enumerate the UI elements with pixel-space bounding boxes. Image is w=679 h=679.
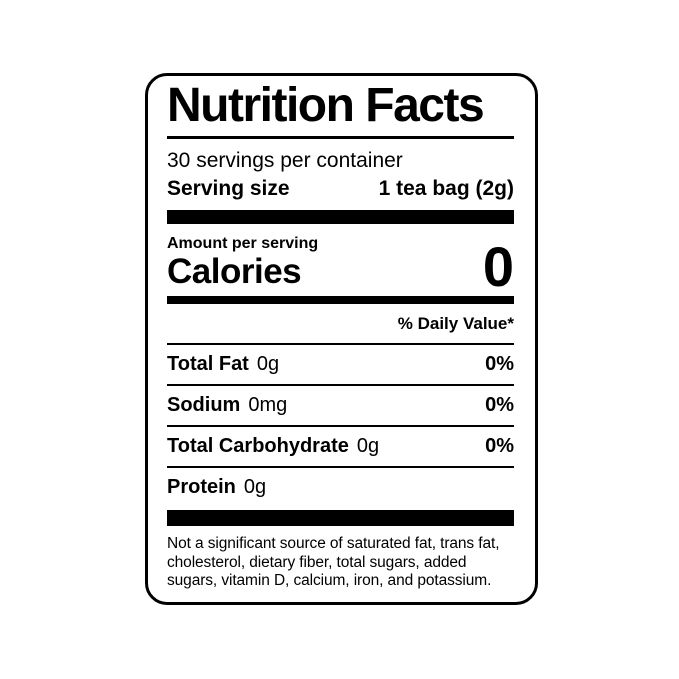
serving-size-label: Serving size [167,176,290,200]
daily-value-header: % Daily Value* [397,314,514,334]
calories-value: 0 [482,235,514,299]
title-divider [167,135,514,139]
nutrient-name-amount: Sodium 0mg [167,394,287,416]
nutrient-daily-value: 0% [485,353,514,376]
nutrient-name: Total Carbohydrate [167,435,349,458]
nutrient-name-amount: Total Fat 0g [167,353,279,375]
nutrient-amount: 0g [256,353,280,376]
nutrient-daily-value: 0% [485,394,514,417]
nutrient-amount: 0g [356,435,380,458]
nutrition-facts-title: Nutrition Facts [167,79,485,132]
servings-per-container: 30 servings per container [167,148,403,172]
nutrient-name-amount: Protein 0g [167,476,266,498]
nutrient-name: Total Fat [167,353,249,376]
nutrient-table: Total Fat 0g 0% Sodium 0mg 0% Total Carb… [167,343,514,507]
amount-per-serving-label: Amount per serving [167,234,319,252]
serving-size-row: Serving size 1 tea bag (2g) [167,177,514,201]
serving-size-value: 1 tea bag (2g) [378,176,514,200]
thick-divider-bottom [167,510,514,527]
nutrient-name-amount: Total Carbohydrate 0g [167,435,379,457]
nutrient-amount: 0g [243,476,267,499]
nutrient-row-sodium: Sodium 0mg 0% [167,384,514,425]
calories-label: Calories [167,252,302,292]
thick-divider-top [167,209,514,224]
nutrient-name: Protein [167,476,236,499]
footnote-text: Not a significant source of saturated fa… [167,535,500,589]
nutrient-row-total-fat: Total Fat 0g 0% [167,343,514,384]
nutrient-row-total-carbohydrate: Total Carbohydrate 0g 0% [167,425,514,466]
nutrient-row-protein: Protein 0g [167,466,514,507]
medium-divider [167,296,514,305]
nutrition-facts-label: Nutrition Facts 30 servings per containe… [145,73,538,605]
nutrient-amount: 0mg [248,394,288,417]
nutrient-name: Sodium [167,394,241,417]
calories-section: Amount per serving Calories 0 [167,234,514,299]
nutrient-daily-value: 0% [485,435,514,458]
